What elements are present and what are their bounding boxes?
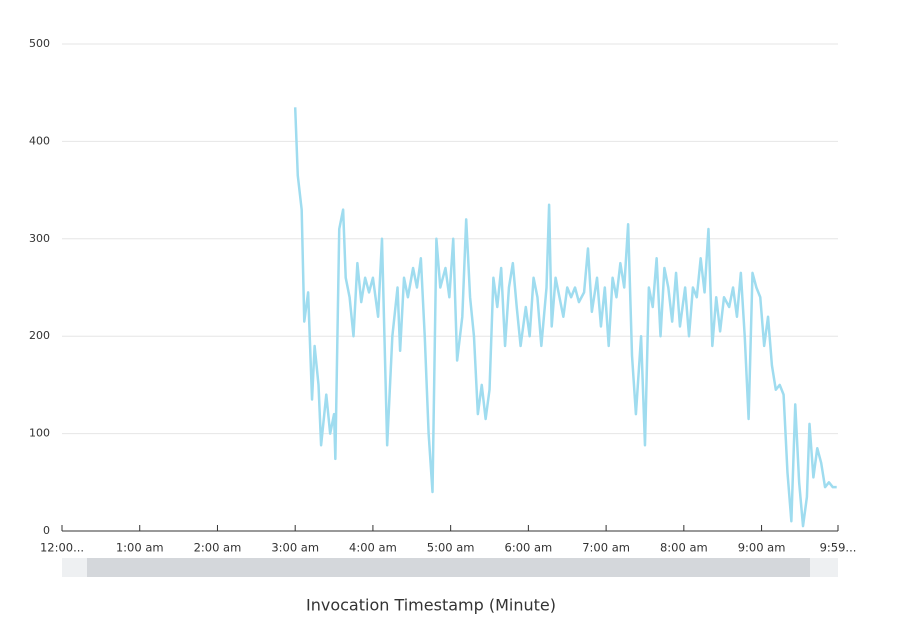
x-tick-label: 7:00 am	[582, 541, 630, 555]
y-tick-label: 500	[29, 37, 50, 50]
x-tick-label: 4:00 am	[349, 541, 397, 555]
x-tick-label: 9:00 am	[738, 541, 786, 555]
y-tick-label: 100	[29, 427, 50, 440]
y-tick-label: 0	[43, 524, 50, 537]
x-tick-label: 3:00 am	[271, 541, 319, 555]
x-tick-label: 9:59...	[820, 541, 857, 555]
scrollbar-thumb[interactable]	[87, 558, 810, 577]
x-tick-label: 6:00 am	[505, 541, 553, 555]
x-tick-label: 1:00 am	[116, 541, 164, 555]
x-tick-label: 12:00...	[40, 541, 84, 555]
y-tick-label: 400	[29, 134, 50, 147]
x-tick-label: 5:00 am	[427, 541, 475, 555]
x-axis-title: Invocation Timestamp (Minute)	[306, 596, 556, 615]
x-tick-label: 2:00 am	[194, 541, 242, 555]
x-tick-label: 8:00 am	[660, 541, 708, 555]
y-tick-label: 300	[29, 232, 50, 245]
y-tick-label: 200	[29, 329, 50, 342]
data-line	[293, 107, 837, 528]
